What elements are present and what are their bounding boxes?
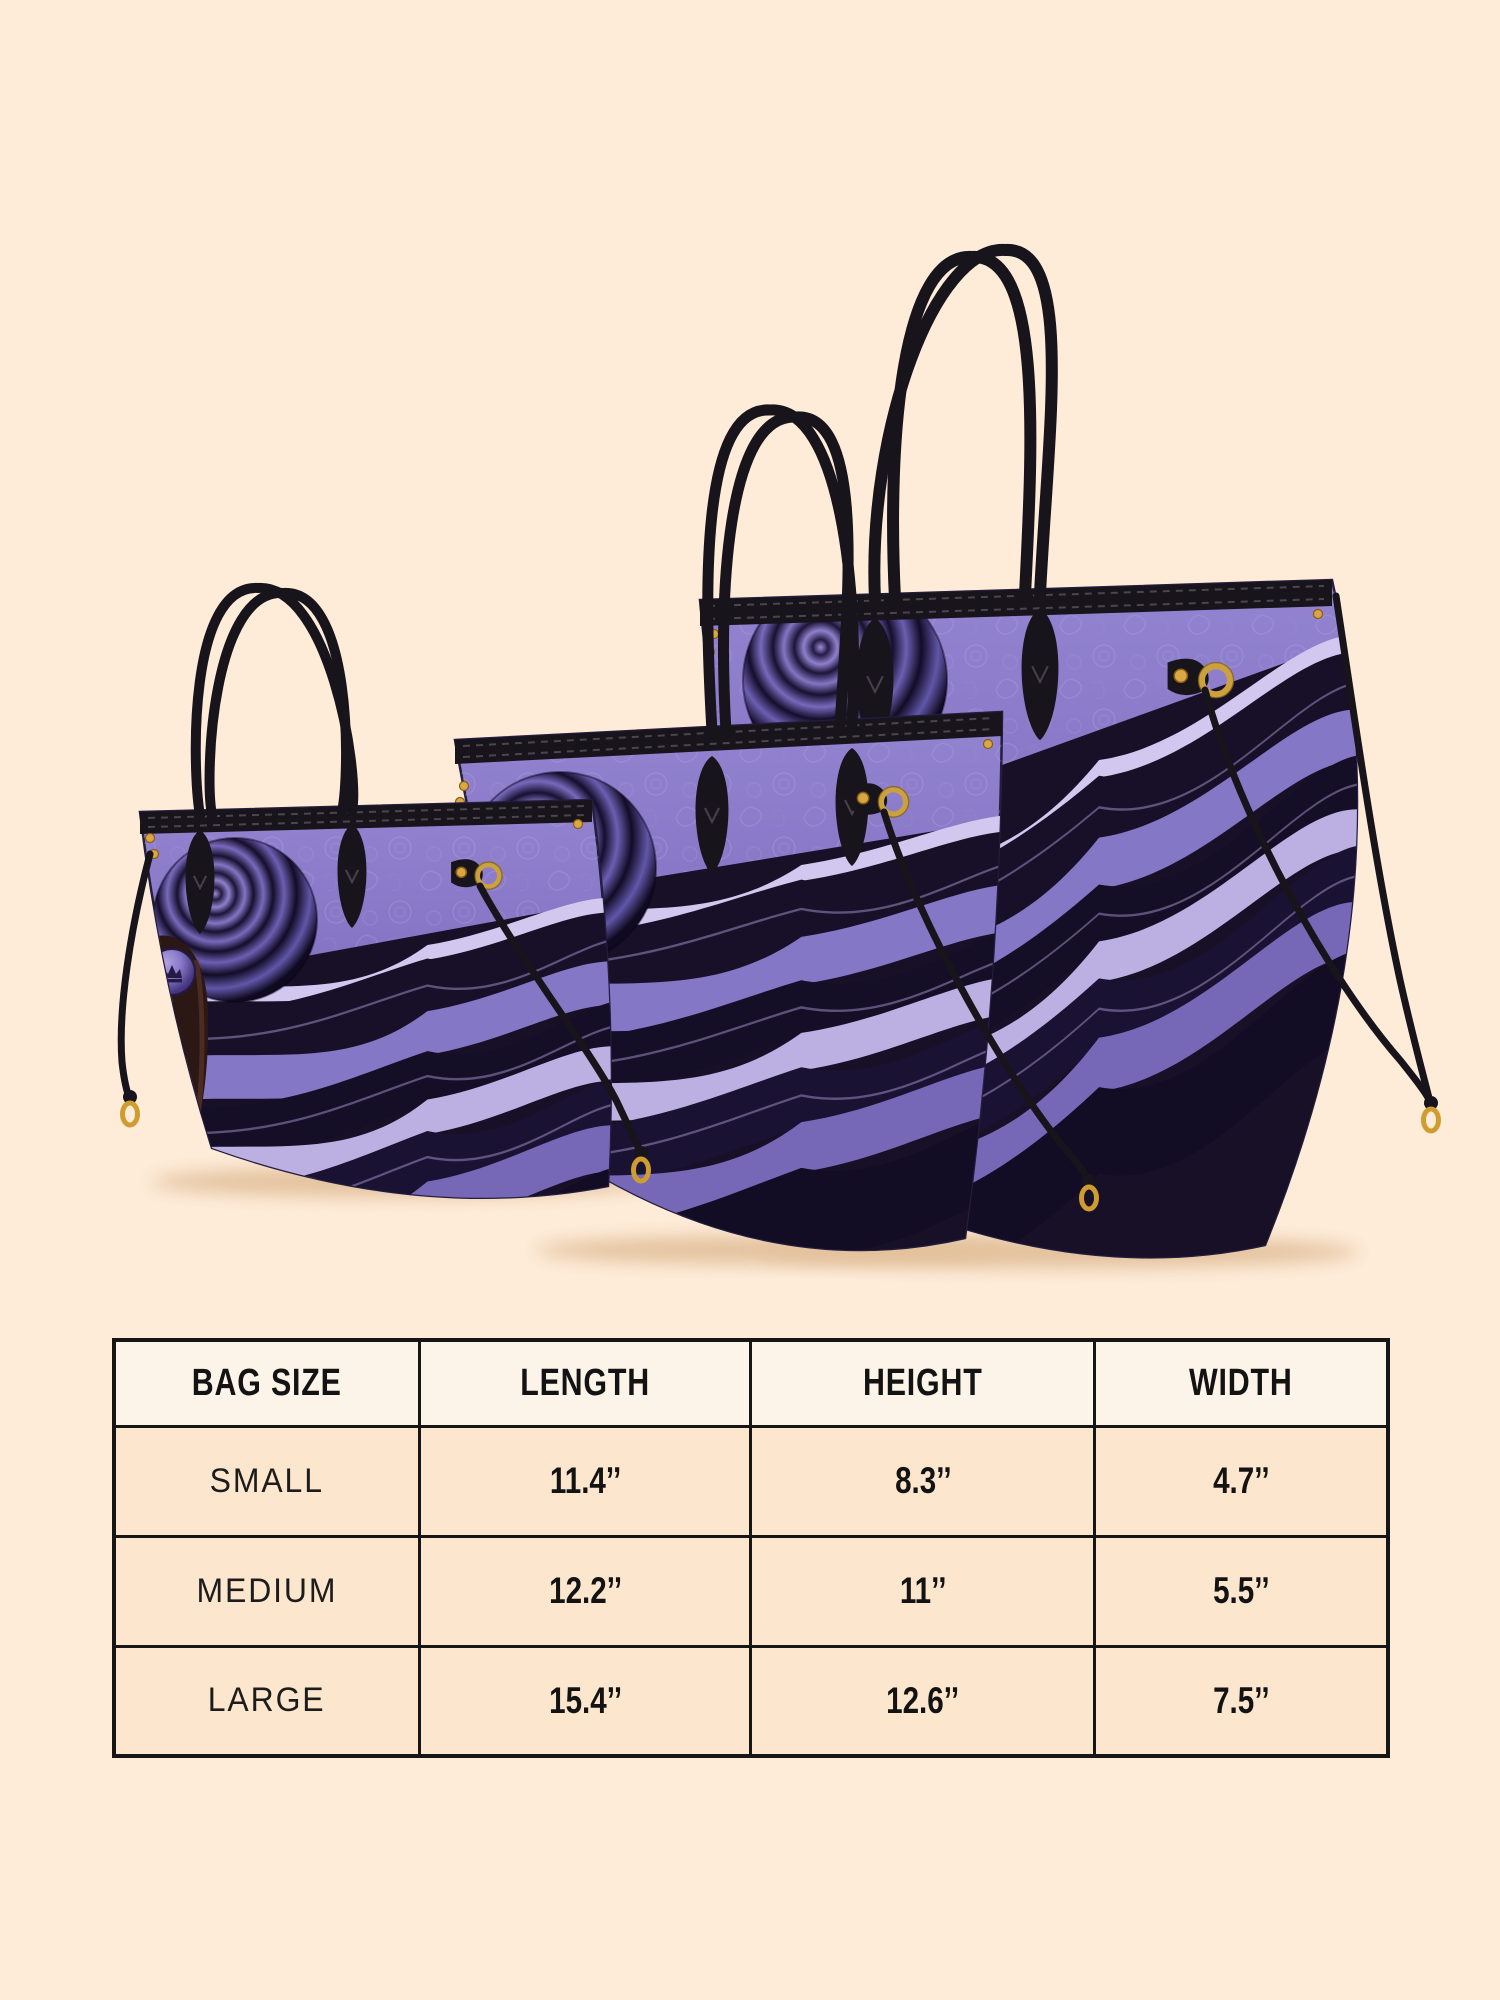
gold-rivet-icon [856, 791, 870, 805]
d-ring-icon [474, 862, 503, 890]
width-value: 5.5’’ [1212, 1570, 1270, 1611]
d-ring-icon [1198, 662, 1234, 698]
column-header-width: WIDTH [1093, 1338, 1390, 1428]
column-header-length: LENGTH [418, 1338, 753, 1428]
cord-knot [1082, 1174, 1096, 1188]
gold-rivet-icon [455, 866, 468, 879]
handle-strap [887, 250, 1037, 605]
height-value-cell: 11’’ [749, 1534, 1097, 1648]
height-value: 8.3’’ [894, 1460, 952, 1501]
length-value: 12.2’’ [548, 1570, 622, 1611]
width-value-cell: 5.5’’ [1093, 1534, 1390, 1648]
height-value: 12.6’’ [886, 1679, 960, 1721]
length-value-cell: 12.2’’ [418, 1534, 753, 1648]
gold-rivet-icon [982, 738, 994, 750]
size-chart-table: BAG SIZE LENGTH HEIGHT WIDTH SMALL 11.4’’ 8.3… [112, 1338, 1390, 1758]
size-label: LARGE [208, 1681, 326, 1720]
width-value: 7.5’’ [1212, 1679, 1270, 1721]
height-value: 11’’ [899, 1570, 947, 1611]
header-row: BAG SIZE LENGTH HEIGHT WIDTH [112, 1338, 1390, 1428]
drawstring-cord [117, 850, 154, 1098]
drawstring-cord [1201, 686, 1434, 1106]
drawstring-clasp-icon [1421, 1106, 1441, 1134]
size-label: SMALL [210, 1461, 325, 1500]
gold-rivet-icon [1312, 608, 1324, 620]
gold-rivet-icon [572, 818, 584, 830]
handle-strap [717, 411, 854, 737]
size-label-cell: LARGE [112, 1644, 422, 1758]
drawstring-clasp-icon [631, 1156, 651, 1184]
height-value-cell: 12.6’’ [749, 1644, 1097, 1758]
d-ring-icon [878, 786, 909, 818]
height-value-cell: 8.3’’ [749, 1424, 1097, 1538]
size-label-cell: MEDIUM [112, 1534, 422, 1648]
crown-glyph [162, 965, 182, 978]
column-header-height: HEIGHT [749, 1338, 1097, 1428]
size-chart-body: SMALL 11.4’’ 8.3’’ 4.7’’ MEDIUM 12.2’’ 11’’ 5.5… [112, 1424, 1390, 1758]
size-chart: BAG SIZE LENGTH HEIGHT WIDTH SMALL 11.4’’ 8.3… [112, 1338, 1390, 1758]
handle-strap [204, 587, 352, 821]
gold-rivet-icon [144, 832, 156, 844]
d-ring-tab [1167, 658, 1209, 696]
length-value: 11.4’’ [549, 1460, 622, 1501]
drawstring-cord [1332, 592, 1433, 1102]
gold-rivet-icon [1173, 668, 1189, 684]
cord-knot [123, 1090, 137, 1104]
width-value: 4.7’’ [1212, 1460, 1270, 1501]
handle-strap [868, 243, 1058, 606]
length-value-cell: 15.4’’ [418, 1644, 753, 1758]
drawstring-cord [880, 808, 1092, 1184]
gold-rivet-icon [458, 780, 470, 792]
column-header-label: LENGTH [520, 1361, 651, 1404]
drawstring-clasp-icon [1079, 1184, 1099, 1212]
size-label-cell: SMALL [112, 1424, 422, 1538]
tote-bags-showcase-image [117, 243, 1441, 1268]
drawstring-cord [476, 882, 644, 1156]
wave-stripes-artwork [140, 897, 611, 1198]
handle-leaf-anchor [337, 824, 367, 928]
column-header-label: HEIGHT [863, 1361, 983, 1404]
column-header-bag-size: BAG SIZE [112, 1338, 422, 1428]
top-trim [455, 712, 1002, 764]
handle-leaf-anchor [695, 756, 729, 874]
column-header-label: BAG SIZE [192, 1361, 343, 1404]
length-value-cell: 11.4’’ [418, 1424, 753, 1538]
drawstring-clasp-icon [120, 1100, 140, 1128]
size-row-small: SMALL 11.4’’ 8.3’’ 4.7’’ [112, 1424, 1390, 1538]
size-row-large: LARGE 15.4’’ 12.6’’ 7.5’’ [112, 1644, 1390, 1758]
top-trim [700, 580, 1332, 626]
width-value-cell: 7.5’’ [1093, 1644, 1390, 1758]
width-value-cell: 4.7’’ [1093, 1424, 1390, 1538]
column-header-label: WIDTH [1189, 1361, 1294, 1404]
size-chart-header: BAG SIZE LENGTH HEIGHT WIDTH [112, 1338, 1390, 1428]
length-value: 15.4’’ [548, 1679, 622, 1721]
tote-bag-small [117, 582, 651, 1200]
handle-leaf-anchor [1021, 608, 1059, 741]
size-row-medium: MEDIUM 12.2’’ 11’’ 5.5’’ [112, 1534, 1390, 1648]
size-label: MEDIUM [196, 1571, 338, 1610]
cord-knot [634, 1146, 648, 1160]
handle-leaf-anchor [185, 830, 215, 934]
